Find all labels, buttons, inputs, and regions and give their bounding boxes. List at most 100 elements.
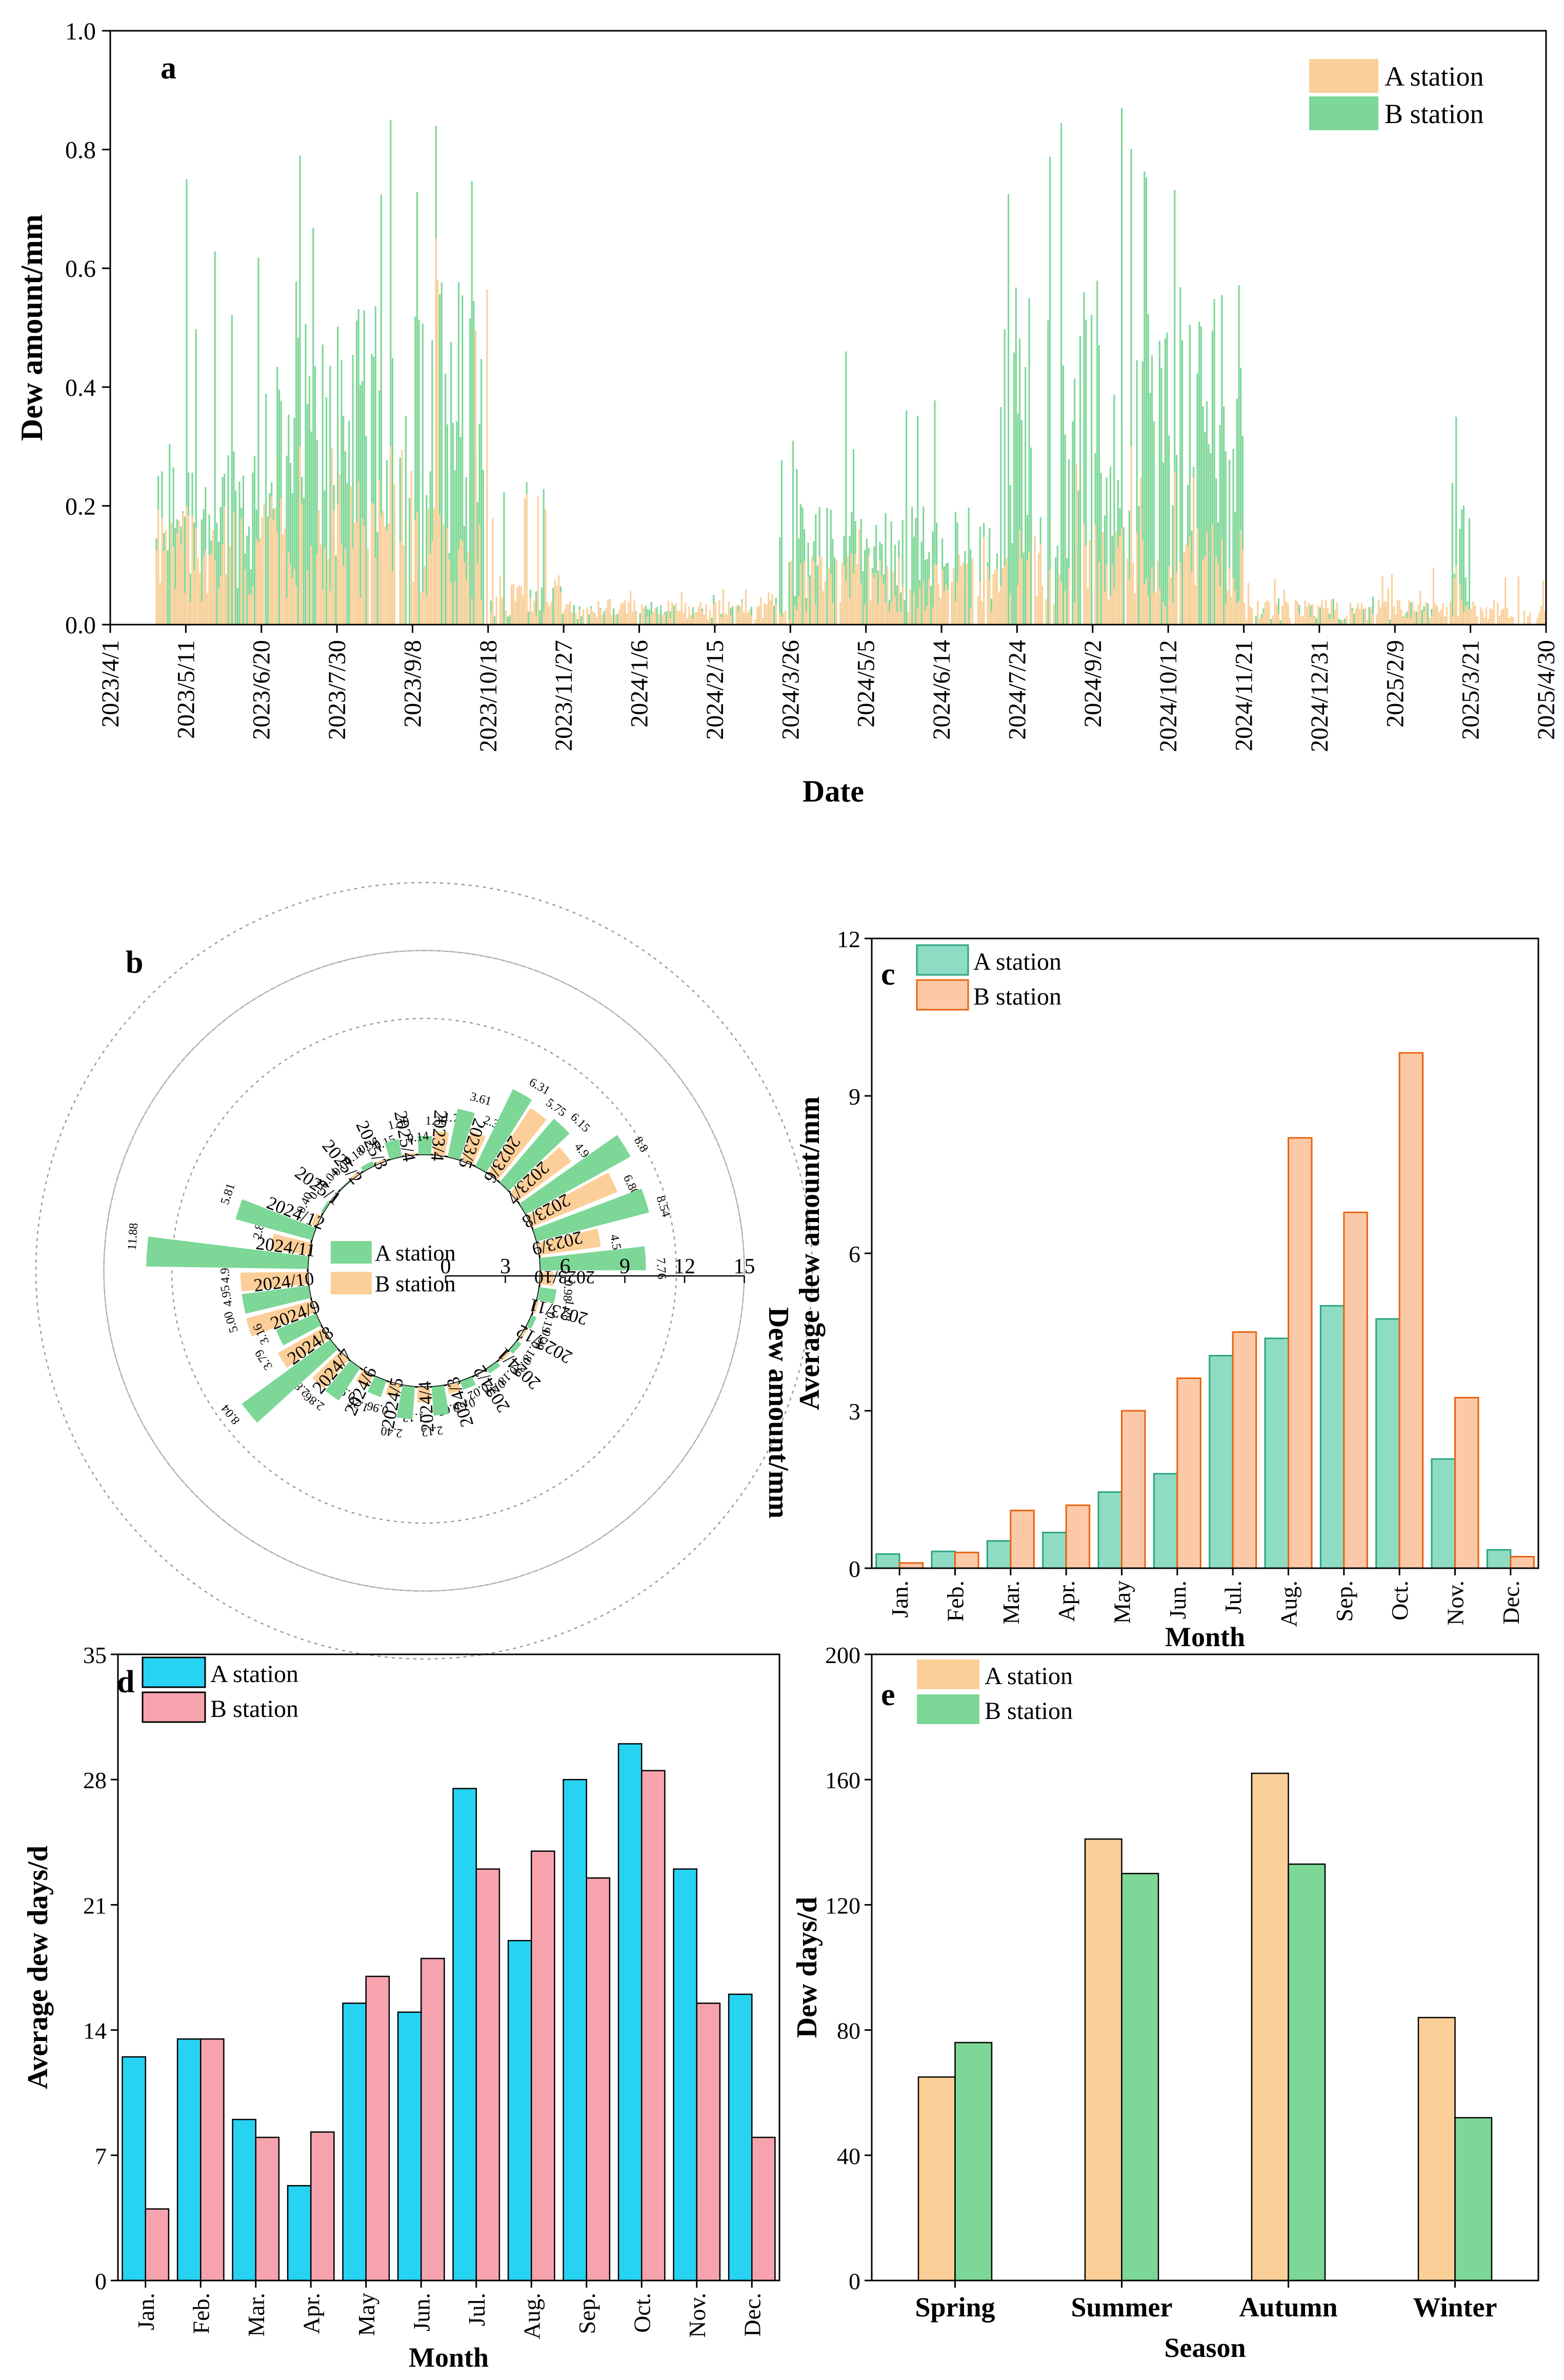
dew-bar (552, 587, 554, 625)
dew-bar (607, 600, 609, 625)
dew-bar (291, 493, 293, 625)
dew-bar (1127, 558, 1129, 625)
dew-bar (830, 573, 832, 625)
radial-bar-a (475, 1089, 532, 1173)
dew-bar (1183, 552, 1185, 625)
dew-bar (1423, 611, 1425, 625)
y-tick-label: 80 (837, 2018, 860, 2044)
dew-bar (352, 355, 354, 625)
dew-bar (1508, 617, 1510, 625)
dew-bar (779, 613, 781, 625)
dew-bar (1421, 610, 1423, 625)
dew-bar (250, 594, 252, 625)
dew-bar (305, 324, 307, 625)
dew-bar (911, 507, 913, 625)
dew-bar (1379, 607, 1381, 625)
dew-bar (896, 612, 898, 625)
dew-bar (1523, 610, 1525, 625)
dew-bar (340, 543, 343, 625)
dew-bar (346, 483, 348, 625)
dew-bar (478, 524, 480, 625)
dew-bar (1400, 609, 1402, 625)
dew-bar (954, 512, 956, 625)
dew-bar (1174, 471, 1176, 625)
dew-bar (1470, 609, 1472, 625)
dew-bar (210, 553, 212, 625)
dew-bar (1210, 453, 1212, 625)
dew-bar (1047, 320, 1049, 625)
y-tick-label: 0.8 (65, 137, 96, 164)
radial-bar-b (270, 1233, 311, 1255)
dew-bar (1229, 569, 1231, 625)
x-tick-label: Aug. (518, 2293, 545, 2339)
dew-bar (934, 400, 936, 625)
dew-bar (1540, 606, 1542, 625)
legend-swatch (142, 1691, 206, 1723)
x-tick-label: 2023/5/11 (172, 640, 199, 739)
value-label-a: 8.04 (219, 1402, 243, 1427)
y-tick-label: 1.0 (65, 18, 96, 45)
dew-bar (815, 604, 817, 625)
dew-bar (1145, 578, 1148, 625)
panel-d: 0 7 14 21 28 35 Jan. Feb. Mar. Apr. May Jun. Jul. Aug… (22, 1642, 780, 2373)
dew-bar (1155, 592, 1157, 625)
bar-a (917, 2076, 956, 2282)
bar-b (1288, 1863, 1326, 2282)
dew-bar (214, 560, 216, 625)
dew-bar (1175, 571, 1178, 625)
dew-bar (465, 580, 467, 625)
dew-bar (1344, 618, 1346, 625)
bar-b (200, 2038, 225, 2282)
dew-bar (968, 507, 970, 625)
dew-bar (1019, 338, 1021, 625)
dew-bar (450, 342, 452, 625)
bar-a (673, 1868, 697, 2282)
x-tick-label: 2024/2/15 (701, 640, 729, 740)
y-tick-label: 0.6 (65, 255, 96, 283)
dew-bar (265, 394, 267, 625)
dew-bar (590, 608, 592, 625)
dew-bar (197, 558, 199, 625)
dew-bar (845, 581, 847, 625)
dew-bar (1019, 529, 1021, 625)
dew-bar-peak (845, 351, 847, 625)
dew-bar (1079, 336, 1081, 625)
dew-bar (1191, 572, 1193, 625)
dew-bar (1198, 322, 1200, 625)
dew-bar-peak (299, 446, 301, 625)
dew-bar (718, 600, 720, 625)
dew-bar (1204, 556, 1206, 625)
bar-b (1288, 1137, 1313, 1569)
dew-bar (1219, 586, 1221, 625)
dew-bar (380, 194, 382, 625)
dew-bar (1512, 617, 1514, 625)
dew-bar (1144, 171, 1146, 625)
dew-bar (307, 570, 309, 625)
dew-bar (1486, 607, 1488, 625)
dew-bar (954, 602, 956, 625)
bar-b (365, 1975, 390, 2282)
legend-label: A station (375, 1241, 456, 1266)
x-tick-label: 2023/10/18 (475, 640, 502, 752)
value-label-a: 1.36 (425, 1114, 447, 1128)
dew-bar (1312, 604, 1314, 625)
bar-a (931, 1550, 956, 1569)
bar-b (420, 1957, 445, 2282)
x-tick-label: Oct. (1387, 1581, 1413, 1621)
y-tick-label: 35 (83, 1642, 107, 1668)
dew-bar (741, 602, 743, 625)
dew-bar (1355, 608, 1357, 625)
dew-bar (1202, 406, 1204, 625)
dew-bar (1170, 577, 1172, 625)
dew-bar (1227, 590, 1229, 625)
dew-bar (1500, 610, 1502, 625)
dew-bar (683, 612, 685, 625)
dew-bar (860, 583, 862, 625)
dew-bar (524, 498, 526, 625)
dew-bar (699, 602, 701, 625)
dew-bar (1200, 326, 1202, 625)
panel-a: 0.0 0.2 0.4 0.6 0.8 1.0 2023/4/1 2023/5/11 2023/… (15, 18, 1560, 808)
dew-bar (463, 562, 466, 625)
dew-bar (1302, 616, 1304, 625)
dew-bar (1517, 576, 1519, 625)
